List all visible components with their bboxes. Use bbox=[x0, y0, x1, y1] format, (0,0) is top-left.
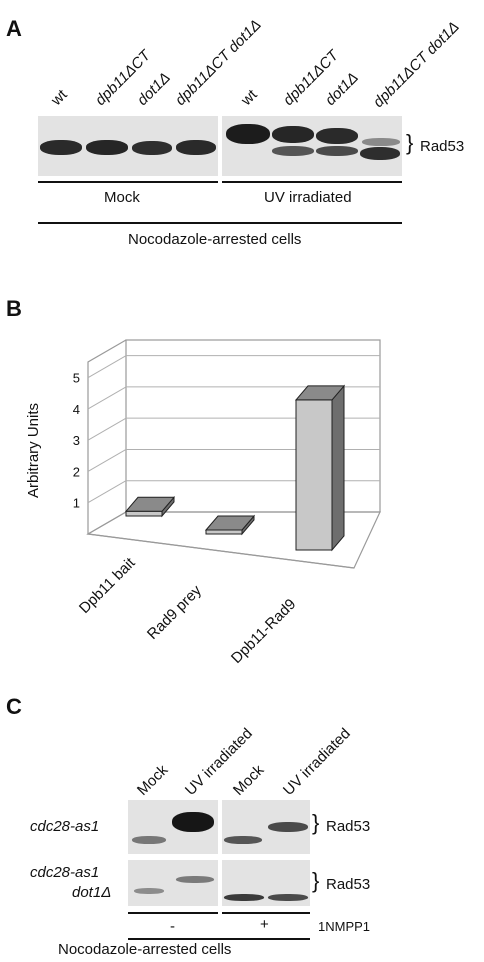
row-label-c-2-line2: dot1Δ bbox=[72, 884, 112, 901]
blot-c-row1-left bbox=[128, 800, 218, 854]
rule-a-footer bbox=[38, 222, 402, 224]
rule-c-footer bbox=[128, 938, 310, 940]
chart-bar-1 bbox=[124, 495, 176, 518]
chart-bar-3 bbox=[294, 384, 346, 552]
band-label-c-2: Rad53 bbox=[326, 876, 371, 893]
chart-ytick-label: 1 bbox=[73, 496, 80, 511]
row-label-c-1: cdc28-as1 bbox=[30, 818, 100, 835]
chart-bar-side bbox=[331, 384, 345, 552]
panel-c-letter: C bbox=[6, 694, 22, 719]
panel-a-letter: A bbox=[6, 16, 22, 41]
lane-label-c-3: Mock bbox=[229, 761, 268, 799]
treatment-plus: + bbox=[260, 916, 269, 933]
blot-a-mock bbox=[38, 116, 218, 176]
footer-a: Nocodazole-arrested cells bbox=[128, 231, 302, 248]
chart-ytick-label: 5 bbox=[73, 371, 80, 386]
brace-a: } bbox=[406, 130, 414, 155]
row-label-c-2-line1: cdc28-as1 bbox=[30, 864, 100, 881]
chart-ytick-label: 3 bbox=[73, 433, 80, 448]
group-label-a-mock: Mock bbox=[104, 189, 140, 206]
band-label-c-1: Rad53 bbox=[326, 818, 371, 835]
blot-c-row2-right bbox=[222, 860, 310, 906]
footer-c: Nocodazole-arrested cells bbox=[58, 941, 232, 958]
treatment-name: 1NMPP1 bbox=[318, 919, 371, 934]
chart-ylabel: Arbitrary Units bbox=[25, 402, 43, 499]
chart-ticks: 1 2 3 4 5 bbox=[73, 371, 80, 511]
chart-ytick-label: 2 bbox=[73, 464, 80, 479]
chart-bars bbox=[124, 384, 346, 552]
lane-label-a-uv-4: dpb11ΔCT dot1Δ bbox=[369, 18, 463, 112]
lane-label-a-uv-3: dot1Δ bbox=[321, 69, 362, 109]
chart-bar-top bbox=[124, 496, 176, 512]
chart-bar-top bbox=[294, 385, 346, 401]
rule-c-plus bbox=[222, 912, 310, 914]
lane-label-a-mock-1: wt bbox=[47, 86, 71, 109]
lane-label-c-4: UV irradiated bbox=[279, 725, 354, 799]
lane-label-c-1: Mock bbox=[133, 761, 172, 799]
brace-c-2: } bbox=[312, 868, 320, 893]
bar-chart-b: 1 2 3 4 5 bbox=[73, 339, 381, 569]
band-label-a: Rad53 bbox=[420, 138, 465, 155]
blot-a-uv bbox=[222, 116, 402, 176]
rule-a-uv bbox=[222, 181, 402, 183]
rule-c-minus bbox=[128, 912, 218, 914]
lane-label-a-mock-3: dot1Δ bbox=[133, 69, 174, 109]
blot-c-row2-left bbox=[128, 860, 218, 906]
chart-bar-top bbox=[204, 515, 256, 531]
lane-label-a-uv-1: wt bbox=[237, 86, 261, 109]
group-label-a-uv: UV irradiated bbox=[264, 189, 352, 206]
treatment-minus: - bbox=[170, 918, 175, 935]
brace-c-1: } bbox=[312, 810, 320, 835]
panel-b-letter: B bbox=[6, 296, 22, 321]
chart-ytick-label: 4 bbox=[73, 402, 80, 417]
blot-c-row1-right bbox=[222, 800, 310, 854]
chart-bar-front bbox=[205, 529, 243, 535]
chart-bar-front bbox=[295, 399, 333, 551]
chart-bar-front bbox=[125, 510, 163, 517]
chart-bar-2 bbox=[204, 514, 256, 536]
rule-a-mock bbox=[38, 181, 218, 183]
